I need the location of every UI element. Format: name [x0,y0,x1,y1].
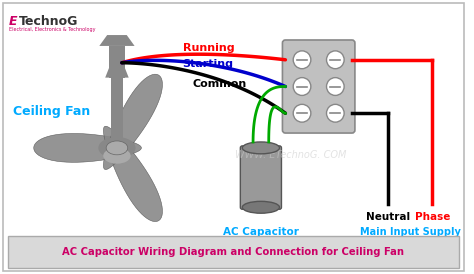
Circle shape [293,104,311,122]
FancyBboxPatch shape [109,46,125,78]
Text: E: E [9,15,18,28]
Polygon shape [105,63,129,78]
Circle shape [293,78,311,95]
Circle shape [327,104,344,122]
FancyBboxPatch shape [111,63,123,148]
Text: Electrical, Electronics & Technology: Electrical, Electronics & Technology [9,27,96,32]
Text: Common: Common [192,79,246,89]
Text: AC Capacitor Wiring Diagram and Connection for Ceiling Fan: AC Capacitor Wiring Diagram and Connecti… [63,247,404,257]
Polygon shape [103,126,163,222]
Text: Running: Running [182,43,234,53]
Text: AC Capacitor: AC Capacitor [223,227,299,237]
FancyBboxPatch shape [240,146,282,209]
Text: TechnoG: TechnoG [19,15,78,28]
Polygon shape [34,133,141,162]
Text: Ceiling Fan: Ceiling Fan [13,105,91,118]
FancyBboxPatch shape [8,236,459,268]
Ellipse shape [103,148,131,164]
Polygon shape [103,74,163,170]
Text: WWW. ETechnoG. COM: WWW. ETechnoG. COM [235,150,346,160]
Ellipse shape [106,141,128,155]
Circle shape [293,51,311,69]
FancyBboxPatch shape [283,40,355,133]
Text: Starting: Starting [182,59,234,69]
Ellipse shape [242,201,280,213]
Circle shape [327,78,344,95]
Circle shape [327,51,344,69]
Ellipse shape [98,137,136,159]
Polygon shape [100,35,135,46]
Text: Main Input Supply: Main Input Supply [360,227,461,237]
FancyBboxPatch shape [3,3,464,271]
Text: Phase: Phase [415,212,450,222]
Text: Neutral: Neutral [366,212,410,222]
Ellipse shape [242,142,280,154]
